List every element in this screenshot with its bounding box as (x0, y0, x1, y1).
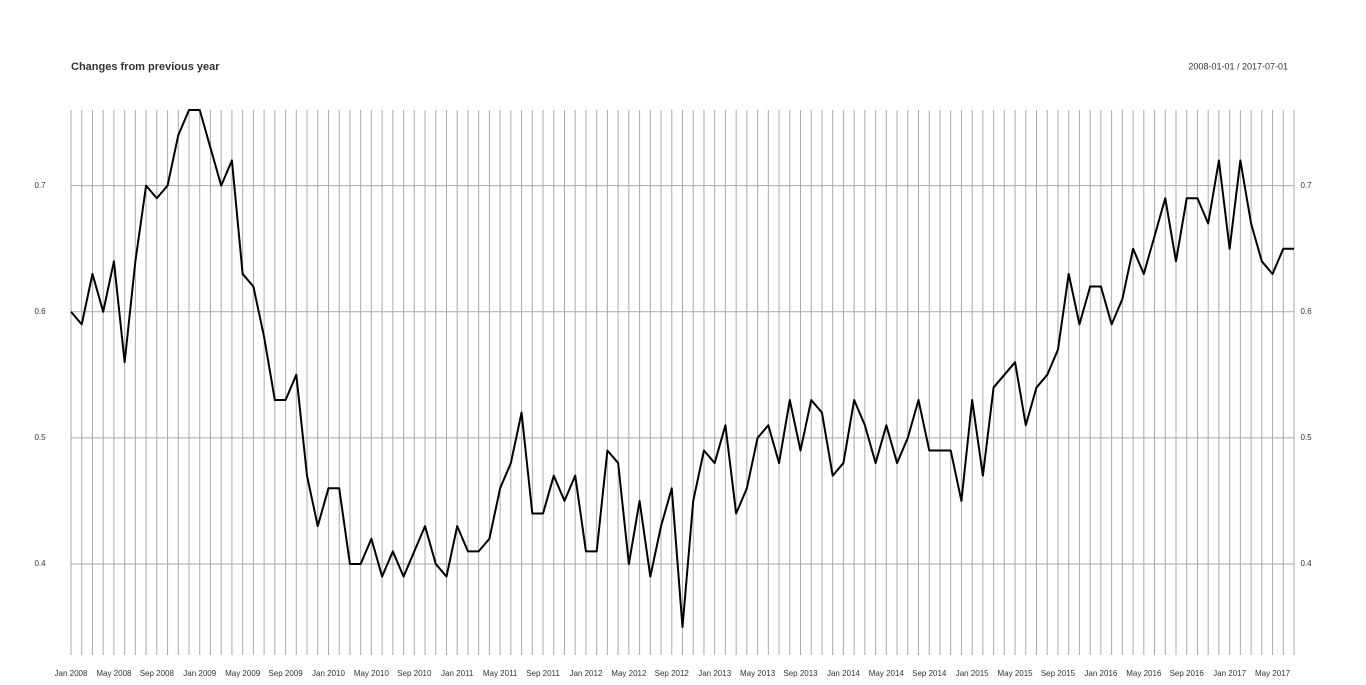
x-tick-label: May 2012 (611, 669, 647, 678)
x-tick-label: May 2016 (1126, 669, 1162, 678)
data-line (70, 109, 1294, 628)
chart-title: Changes from previous year (71, 61, 220, 73)
x-tick-label: Sep 2015 (1041, 669, 1076, 678)
x-tick-label: Sep 2016 (1170, 669, 1205, 678)
x-tick-label: Jan 2014 (827, 669, 860, 678)
x-tick-label: May 2015 (997, 669, 1033, 678)
x-tick-label: Jan 2008 (55, 669, 88, 678)
x-tick-label: Jan 2009 (183, 669, 216, 678)
y-tick-label: 0.5 (34, 433, 46, 442)
x-tick-label: Jan 2010 (312, 669, 345, 678)
chart-subtitle: 2008-01-01 / 2017-07-01 (1188, 61, 1288, 71)
y-tick-label: 0.4 (34, 559, 46, 568)
x-tick-label: Jan 2017 (1213, 669, 1246, 678)
x-tick-label: May 2011 (483, 669, 518, 678)
x-tick-label: May 2013 (740, 669, 776, 678)
y2-tick-label: 0.6 (1300, 307, 1312, 316)
x-tick-label: Sep 2012 (655, 669, 690, 678)
x-tick-label: Sep 2013 (783, 669, 818, 678)
y2-tick-label: 0.7 (1300, 181, 1312, 190)
x-tick-label: Sep 2009 (268, 669, 303, 678)
y2-tick-label: 0.4 (1300, 559, 1312, 568)
x-tick-label: May 2009 (225, 669, 261, 678)
x-tick-label: May 2014 (869, 669, 905, 678)
x-tick-label: May 2008 (96, 669, 132, 678)
x-tick-label: Sep 2014 (912, 669, 947, 678)
x-tick-label: Jan 2016 (1084, 669, 1117, 678)
x-tick-label: Jan 2011 (441, 669, 474, 678)
x-tick-label: Jan 2012 (569, 669, 602, 678)
x-tick-label: Sep 2010 (397, 669, 432, 678)
y-tick-label: 0.6 (34, 307, 46, 316)
x-tick-label: Sep 2008 (140, 669, 175, 678)
x-tick-label: Sep 2011 (526, 669, 560, 678)
y-tick-label: 0.7 (34, 181, 46, 190)
x-tick-label: Jan 2015 (956, 669, 989, 678)
x-tick-label: Jan 2013 (698, 669, 731, 678)
x-tick-label: May 2010 (354, 669, 390, 678)
y2-tick-label: 0.5 (1300, 433, 1312, 442)
x-tick-label: May 2017 (1255, 669, 1291, 678)
